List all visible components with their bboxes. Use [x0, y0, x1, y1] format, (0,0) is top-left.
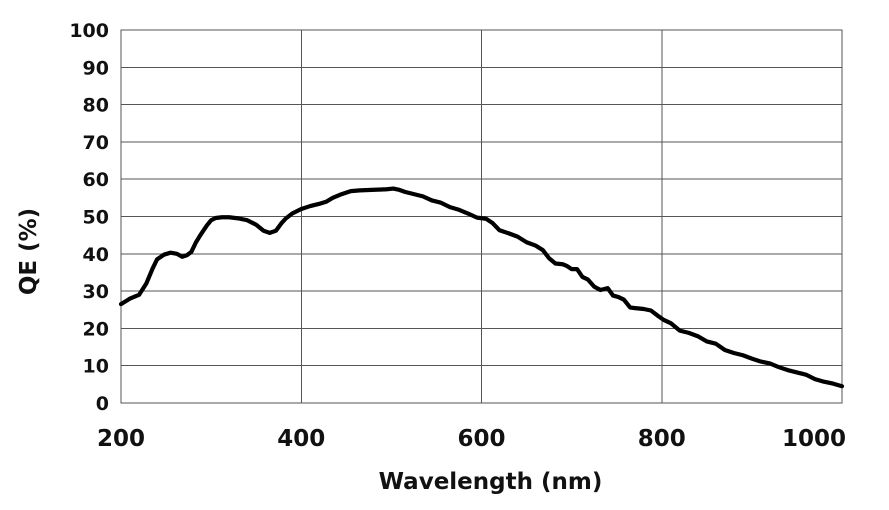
x-axis-title: Wavelength (nm) [379, 469, 603, 495]
y-tick-label-100: 100 [69, 20, 109, 42]
y-tick-label-40: 40 [83, 244, 109, 266]
series-layer [118, 186, 845, 389]
y-tick-label-60: 60 [83, 169, 109, 191]
qe-curve-line [118, 186, 845, 389]
y-tick-label-50: 50 [83, 207, 109, 229]
x-tick-label-800: 800 [638, 426, 686, 452]
x-tick-label-200: 200 [97, 426, 145, 452]
y-tick-label-20: 20 [83, 318, 109, 340]
y-tick-label-0: 0 [96, 393, 109, 415]
x-tick-label-600: 600 [457, 426, 505, 452]
y-tick-label-30: 30 [83, 281, 109, 303]
y-tick-label-80: 80 [83, 95, 109, 117]
plot-frame [120, 29, 843, 404]
x-tick-label-400: 400 [277, 426, 325, 452]
y-tick-label-70: 70 [83, 132, 109, 154]
y-tick-labels: 0 10 20 30 40 50 60 70 80 90 100 [69, 20, 109, 415]
x-tick-label-1000: 1000 [782, 426, 846, 452]
x-tick-labels: 200 400 600 800 1000 [97, 426, 846, 452]
y-tick-label-90: 90 [83, 57, 109, 79]
y-tick-label-10: 10 [83, 356, 109, 378]
y-axis-title: QE (%) [16, 208, 42, 295]
